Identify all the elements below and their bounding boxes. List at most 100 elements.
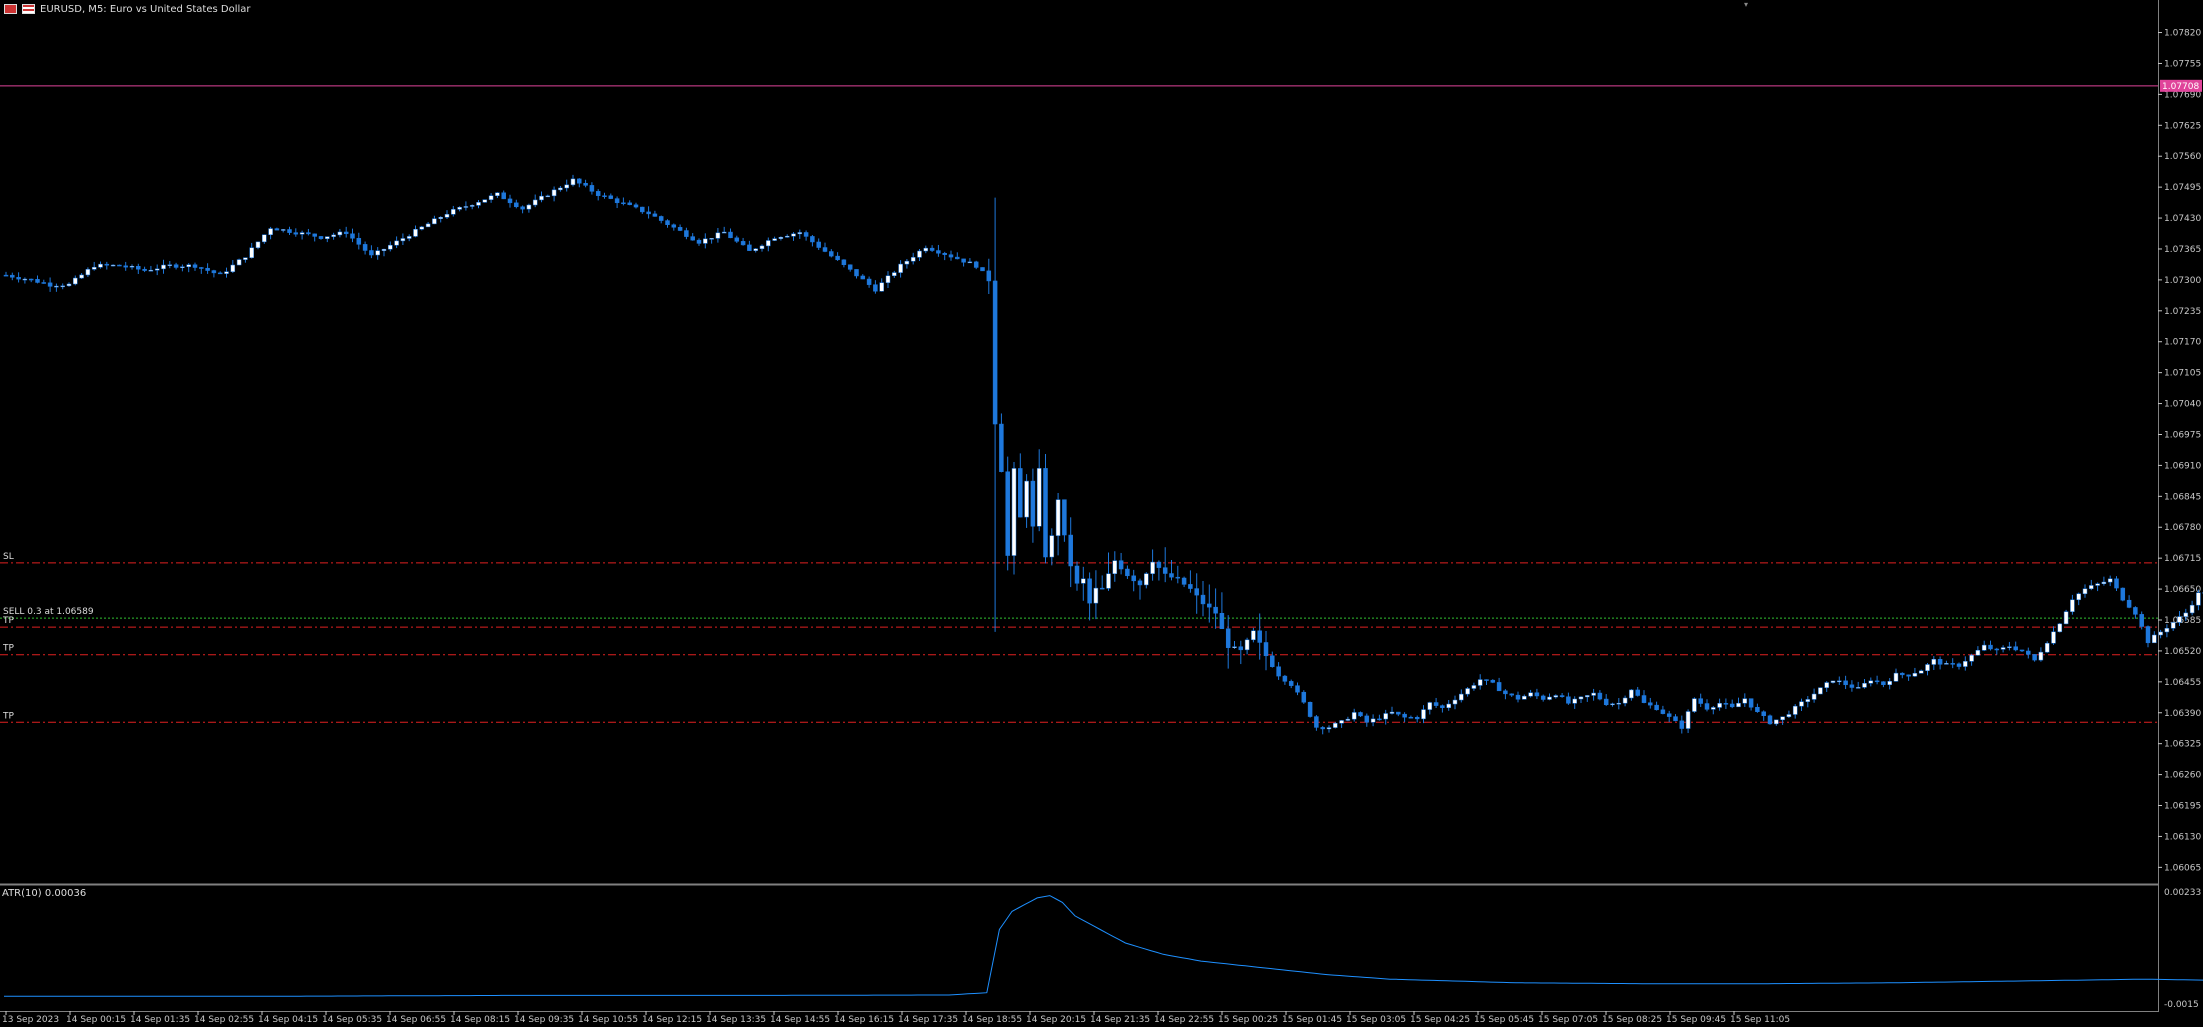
candle-body (1711, 707, 1716, 710)
candle-body (1200, 594, 1206, 605)
candle-body (1553, 695, 1559, 698)
candle-body (299, 232, 305, 235)
candle-body (1994, 648, 2000, 651)
candle-body (22, 278, 28, 281)
time-tick-label: 14 Sep 12:15 (642, 1015, 702, 1025)
candle-body (2170, 622, 2176, 629)
candle-body (665, 220, 670, 225)
candle-body (2120, 587, 2126, 601)
candle-body (85, 269, 91, 276)
candle-body (287, 229, 292, 233)
price-tick-label: 1.07300 (2164, 276, 2201, 286)
candle-body (356, 238, 362, 245)
candle-body (1597, 692, 1603, 700)
candle-body (419, 226, 425, 230)
price-tick-label: 1.06975 (2164, 430, 2201, 440)
candle-body (1585, 695, 1590, 698)
candle-body (507, 198, 513, 204)
candle-body (753, 248, 758, 251)
time-tick-label: 14 Sep 13:35 (706, 1015, 766, 1025)
candle-body (501, 192, 506, 200)
candle-body (306, 232, 311, 235)
candle-body (1780, 716, 1785, 721)
candle-body (1383, 713, 1388, 720)
candle-body (1446, 703, 1451, 708)
candle-body (1043, 468, 1048, 558)
atr-tick-label: -0.0015 (2164, 1000, 2199, 1010)
candle-body (1629, 689, 1634, 699)
price-tick-label: 1.06455 (2164, 678, 2201, 688)
price-tick-label: 1.06715 (2164, 554, 2201, 564)
candle-body (117, 264, 122, 267)
candle-body (879, 282, 884, 292)
candle-body (910, 257, 916, 262)
candle-body (847, 264, 853, 270)
time-tick-label: 14 Sep 22:55 (1154, 1015, 1214, 1025)
candle-body (331, 234, 336, 237)
candle-body (1232, 646, 1237, 648)
candle-body (262, 234, 267, 243)
candle-body (860, 275, 866, 280)
candle-body (2013, 646, 2018, 651)
candle-body (425, 223, 431, 228)
time-tick-label: 14 Sep 05:35 (322, 1015, 382, 1025)
candle-body (2107, 578, 2113, 583)
candle-body (1270, 655, 1275, 667)
candle-body (28, 278, 34, 281)
candle-body (1849, 684, 1855, 688)
candle-body (514, 202, 519, 208)
candle-body (325, 236, 330, 239)
candle-body (1837, 680, 1842, 683)
candle-body (2007, 646, 2012, 648)
candle-body (621, 202, 626, 205)
candle-body (1288, 681, 1294, 686)
candle-body (1005, 471, 1010, 556)
candle-body (350, 233, 355, 239)
candle-body (1761, 711, 1766, 716)
candle-body (1496, 682, 1502, 692)
candle-body (684, 230, 689, 237)
candle-body (1509, 693, 1514, 696)
candle-body (2057, 623, 2063, 633)
candle-body (885, 275, 891, 283)
candle-body (1685, 711, 1691, 729)
candle-body (539, 195, 544, 201)
candle-body (646, 211, 651, 215)
candle-body (614, 198, 620, 204)
candle-body (577, 178, 582, 184)
candle-body (1219, 613, 1225, 629)
candle-body (1679, 720, 1685, 729)
candle-body (747, 244, 752, 251)
candle-body (495, 192, 500, 196)
candle-body (2152, 634, 2157, 644)
candle-body (1118, 560, 1124, 570)
candle-body (1660, 709, 1666, 714)
candle-body (482, 199, 488, 203)
chevron-down-icon[interactable]: ▾ (1744, 0, 1749, 9)
time-tick-label: 14 Sep 00:15 (66, 1015, 126, 1025)
time-tick-label: 15 Sep 11:05 (1730, 1015, 1790, 1025)
candle-body (1351, 712, 1357, 720)
candle-body (1194, 588, 1199, 596)
candle-body (1748, 698, 1754, 708)
candle-body (1408, 716, 1414, 719)
candle-body (47, 282, 53, 287)
price-tick-label: 1.07235 (2164, 307, 2201, 317)
candle-body (1944, 663, 1949, 665)
candle-body (740, 241, 746, 246)
candle-body (595, 191, 601, 196)
candle-body (217, 272, 223, 275)
candle-body (1314, 716, 1319, 728)
price-tick-label: 1.06585 (2164, 616, 2201, 626)
candle-body (1925, 664, 1930, 671)
candle-body (2139, 614, 2144, 627)
candle-body (1396, 711, 1401, 715)
price-tick-label: 1.06650 (2164, 585, 2201, 595)
candle-body (627, 202, 632, 206)
candle-body (173, 264, 179, 268)
candle-body (1887, 681, 1892, 685)
time-tick-label: 14 Sep 04:15 (258, 1015, 318, 1025)
candle-body (1106, 573, 1111, 589)
